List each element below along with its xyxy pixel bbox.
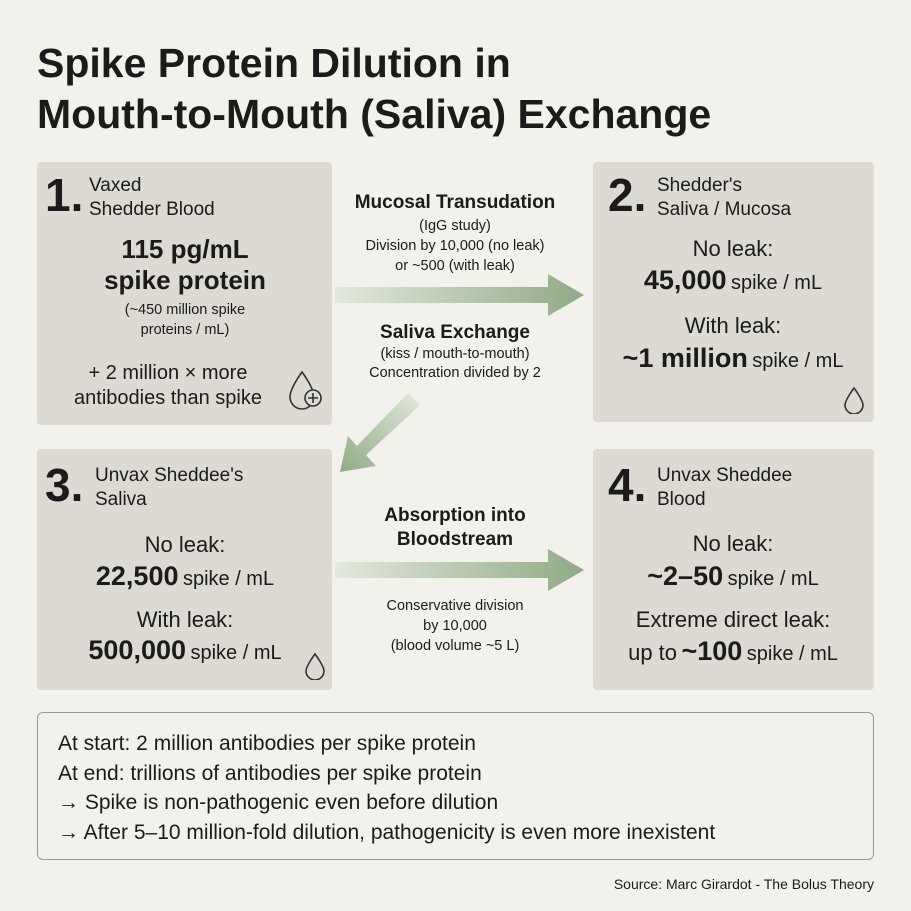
drop-icon	[844, 386, 864, 414]
extra-line: + 2 million × more	[88, 362, 248, 384]
box	[37, 162, 332, 425]
heading-line: Shedder's	[657, 175, 742, 196]
heading-line: Blood	[657, 489, 706, 510]
step-number: 1.	[45, 169, 84, 221]
title: Spike Protein Dilution in Mouth-to-Mouth…	[37, 38, 711, 140]
step-line: (blood volume ~5 L)	[390, 638, 520, 654]
unit: spike / mL	[746, 643, 838, 665]
unit: spike / mL	[752, 350, 844, 372]
box	[593, 162, 874, 422]
row-label: No leak:	[692, 531, 774, 556]
step-title-line: Mucosal Transudation	[354, 192, 556, 213]
step-lines: (IgG study) Division by 10,000 (no leak) o…	[366, 216, 545, 276]
row-value: up to ~100 spike / mL	[628, 638, 838, 665]
unit: spike / mL	[727, 568, 819, 590]
row-value: 500,000 spike / mL	[88, 637, 281, 664]
note: (~450 million spike proteins / mL)	[125, 300, 246, 340]
step-line: by 10,000	[423, 618, 487, 634]
amount: 22,500	[95, 561, 179, 591]
step-title-line: Saliva Exchange	[380, 322, 530, 343]
row-label: With leak:	[684, 313, 782, 338]
step-number: 3.	[45, 459, 84, 511]
row-value: 22,500 spike / mL	[96, 563, 274, 590]
amount-line: 115 pg/mL	[121, 234, 249, 264]
summary-line: → After 5–10 million-fold dilution, path…	[58, 820, 716, 844]
step-line: (IgG study)	[419, 218, 491, 234]
drop-plus-icon	[289, 370, 322, 410]
heading-line: Unvax Sheddee	[657, 465, 793, 486]
row-label: No leak:	[692, 236, 774, 261]
step-number: 4.	[608, 459, 647, 511]
row-label: No leak:	[144, 532, 226, 557]
amount: 45,000	[643, 265, 727, 295]
amount: ~1 million	[622, 343, 748, 373]
row-value: 45,000 spike / mL	[644, 267, 822, 294]
summary-line: At start: 2 million antibodies per spike…	[58, 732, 476, 755]
step-line: Conservative division	[386, 598, 524, 614]
amount: 115 pg/mL spike protein	[104, 234, 266, 296]
amount-line: spike protein	[104, 265, 266, 295]
step-lines: Conservative division by 10,000 (blood vol…	[386, 596, 523, 656]
heading: Unvax Sheddee's Saliva	[95, 464, 243, 512]
row-label: Extreme direct leak:	[635, 607, 831, 632]
step-line: or ~500 (with leak)	[395, 258, 515, 274]
step-line: (kiss / mouth-to-mouth)	[380, 346, 530, 362]
heading: Vaxed Shedder Blood	[89, 174, 215, 222]
note-line: proteins / mL)	[140, 322, 230, 338]
heading-line: Vaxed	[89, 175, 142, 196]
amount: ~2–50	[647, 561, 724, 591]
step-line: Concentration divided by 2	[369, 365, 541, 381]
box	[37, 449, 332, 690]
prefix: up to	[628, 640, 678, 665]
unit: spike / mL	[190, 642, 282, 664]
step-lines: (kiss / mouth-to-mouth) Concentration div…	[369, 345, 541, 383]
step-title: Absorption into Bloodstream	[384, 504, 525, 552]
step-title-line: Bloodstream	[396, 529, 514, 550]
unit: spike / mL	[182, 568, 275, 590]
heading-line: Shedder Blood	[89, 199, 215, 220]
summary-box	[37, 712, 874, 860]
arrow	[335, 274, 584, 316]
step-title: Saliva Exchange	[380, 321, 530, 345]
step-line: Division by 10,000 (no leak)	[365, 238, 545, 254]
row-label: With leak:	[136, 607, 234, 632]
amount: ~100	[681, 636, 743, 666]
arrow	[335, 549, 584, 591]
summary: At start: 2 million antibodies per spike…	[58, 729, 715, 847]
amount: 500,000	[88, 635, 186, 665]
note-line: (~450 million spike	[124, 302, 246, 318]
step-title: Mucosal Transudation	[355, 191, 556, 215]
arrow	[340, 393, 420, 472]
summary-line: → Spike is non-pathogenic even before di…	[58, 791, 499, 814]
extra-line: antibodies than spike	[74, 387, 262, 409]
drop-icon	[305, 652, 325, 680]
unit: spike / mL	[730, 272, 823, 294]
step-number: 2.	[608, 169, 647, 221]
heading: Shedder's Saliva / Mucosa	[657, 174, 791, 222]
heading: Unvax Sheddee Blood	[657, 464, 792, 512]
row-value: ~1 million spike / mL	[623, 345, 844, 372]
heading-line: Saliva / Mucosa	[657, 199, 792, 220]
source: Source: Marc Girardot - The Bolus Theory	[613, 876, 874, 892]
row-value: ~2–50 spike / mL	[647, 563, 818, 590]
box	[593, 449, 874, 690]
title-line: Mouth-to-Mouth (Saliva) Exchange	[37, 91, 712, 137]
title-line: Spike Protein Dilution in	[37, 40, 511, 86]
summary-line: At end: trillions of antibodies per spik…	[58, 761, 482, 785]
heading-line: Unvax Sheddee's	[95, 465, 244, 486]
step-title-line: Absorption into	[384, 505, 526, 526]
heading-line: Saliva	[95, 489, 147, 510]
extra: + 2 million × more antibodies than spike	[74, 361, 262, 411]
